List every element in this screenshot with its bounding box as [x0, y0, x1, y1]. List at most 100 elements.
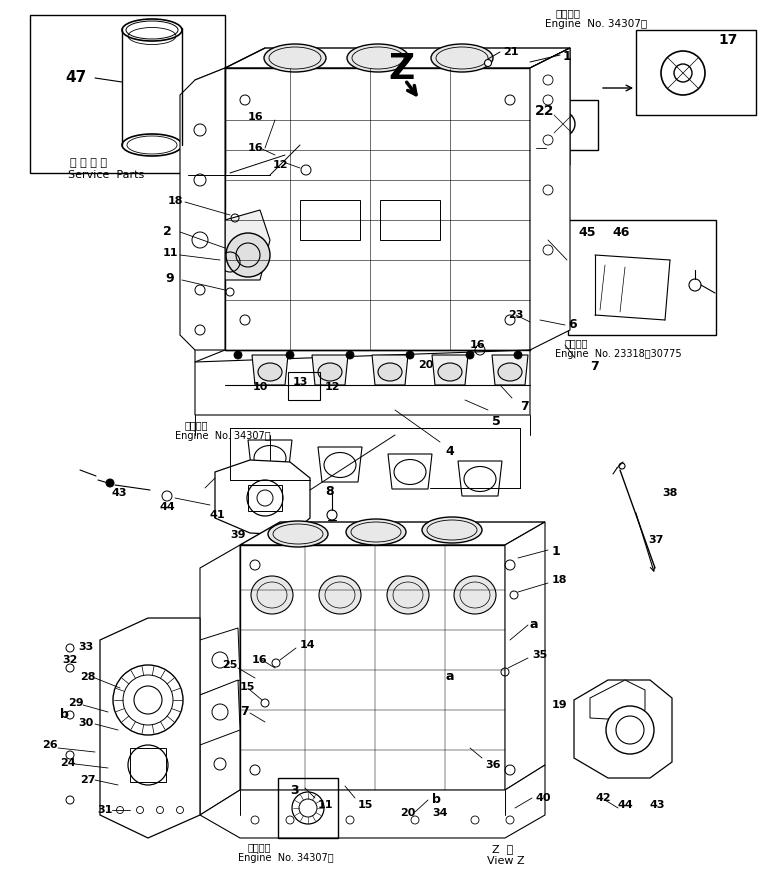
Text: 3: 3 — [290, 784, 298, 797]
Text: 14: 14 — [300, 640, 315, 650]
Text: Z  視: Z 視 — [492, 844, 513, 854]
Text: Z: Z — [388, 52, 414, 86]
Text: 45: 45 — [578, 226, 595, 239]
Text: 41: 41 — [210, 510, 225, 520]
Text: 20: 20 — [418, 360, 434, 370]
Ellipse shape — [431, 44, 493, 72]
Circle shape — [234, 351, 242, 359]
Polygon shape — [200, 628, 240, 695]
Bar — [278, 778, 338, 838]
Text: 47: 47 — [65, 70, 86, 85]
Bar — [288, 372, 320, 400]
Polygon shape — [195, 68, 225, 362]
Text: 24: 24 — [60, 758, 75, 768]
Text: 11: 11 — [163, 248, 178, 258]
Text: 40: 40 — [535, 793, 551, 803]
Ellipse shape — [258, 363, 282, 381]
Text: 21: 21 — [503, 47, 518, 57]
Bar — [130, 748, 166, 782]
Polygon shape — [200, 680, 240, 745]
Polygon shape — [530, 48, 570, 350]
Bar — [30, 15, 225, 173]
Circle shape — [286, 351, 294, 359]
Ellipse shape — [387, 576, 429, 614]
Text: 34: 34 — [432, 808, 448, 818]
Ellipse shape — [319, 576, 361, 614]
Text: 36: 36 — [485, 760, 501, 770]
Text: 33: 33 — [78, 642, 93, 652]
Circle shape — [113, 665, 183, 735]
Text: 32: 32 — [62, 655, 78, 665]
Text: 15: 15 — [358, 800, 374, 810]
Text: 29: 29 — [68, 698, 84, 708]
Polygon shape — [225, 48, 570, 68]
Circle shape — [346, 351, 354, 359]
Ellipse shape — [464, 467, 496, 492]
Polygon shape — [215, 460, 310, 535]
Ellipse shape — [318, 363, 342, 381]
Polygon shape — [240, 522, 545, 545]
Text: 16: 16 — [470, 340, 486, 350]
Text: 適用号機: 適用号機 — [555, 8, 580, 18]
Ellipse shape — [122, 19, 182, 41]
Bar — [248, 485, 282, 511]
Text: a: a — [445, 670, 454, 683]
Circle shape — [128, 745, 168, 785]
Text: 18: 18 — [168, 196, 184, 206]
Polygon shape — [248, 440, 292, 475]
Text: 7: 7 — [590, 360, 599, 373]
Text: Engine  No. 23318～30775: Engine No. 23318～30775 — [555, 349, 681, 359]
Text: 42: 42 — [595, 793, 611, 803]
Text: 1: 1 — [552, 545, 561, 558]
Text: 適用号機: 適用号機 — [565, 338, 588, 348]
Circle shape — [466, 351, 474, 359]
Text: 26: 26 — [42, 740, 58, 750]
Text: 5: 5 — [492, 415, 501, 428]
Bar — [568, 220, 716, 335]
Text: 18: 18 — [552, 575, 568, 585]
Ellipse shape — [454, 576, 496, 614]
Text: 補 給 専 用: 補 給 専 用 — [70, 158, 107, 168]
Ellipse shape — [122, 134, 182, 156]
Bar — [530, 100, 598, 150]
Text: 適用号機: 適用号機 — [185, 420, 208, 430]
Circle shape — [247, 480, 283, 516]
Text: b: b — [60, 708, 69, 721]
Polygon shape — [100, 618, 200, 838]
Circle shape — [292, 792, 324, 824]
Polygon shape — [180, 68, 225, 350]
Ellipse shape — [378, 363, 402, 381]
Text: Engine  No. 34307～: Engine No. 34307～ — [238, 853, 334, 863]
Text: 38: 38 — [662, 488, 677, 498]
Ellipse shape — [422, 517, 482, 543]
Ellipse shape — [251, 576, 293, 614]
Text: b: b — [432, 793, 441, 806]
Text: 28: 28 — [80, 672, 95, 682]
Polygon shape — [252, 355, 288, 385]
Bar — [636, 30, 756, 115]
Polygon shape — [590, 680, 645, 720]
Polygon shape — [312, 355, 348, 385]
Text: 7: 7 — [520, 400, 529, 413]
Text: Engine  No. 34307～: Engine No. 34307～ — [175, 431, 271, 441]
Polygon shape — [505, 522, 545, 790]
Polygon shape — [225, 68, 530, 350]
Text: 43: 43 — [112, 488, 128, 498]
Polygon shape — [200, 545, 240, 815]
Text: 16: 16 — [248, 143, 264, 153]
Text: 19: 19 — [552, 700, 568, 710]
Text: 8: 8 — [325, 485, 334, 498]
Text: Engine  No. 34307～: Engine No. 34307～ — [545, 19, 647, 29]
Text: 7: 7 — [240, 705, 248, 718]
Ellipse shape — [264, 44, 326, 72]
Polygon shape — [240, 545, 505, 790]
Text: 2: 2 — [163, 225, 171, 238]
Bar — [380, 200, 440, 240]
Text: 6: 6 — [568, 318, 577, 331]
Text: 11: 11 — [318, 800, 334, 810]
Text: 4: 4 — [445, 445, 454, 458]
Polygon shape — [372, 355, 408, 385]
Polygon shape — [388, 454, 432, 489]
Text: 22: 22 — [535, 104, 554, 118]
Polygon shape — [574, 680, 672, 778]
